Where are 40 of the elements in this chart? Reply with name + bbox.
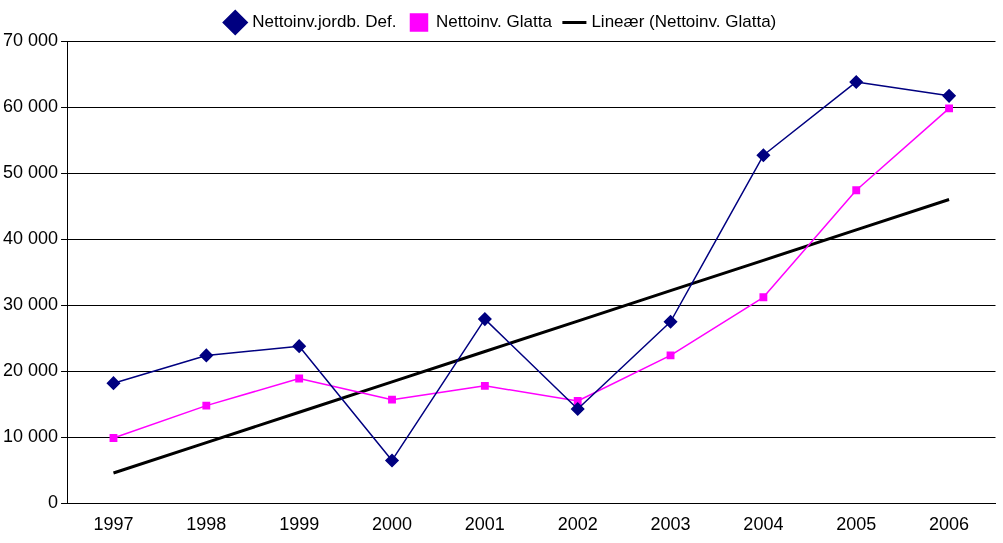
- point: [849, 75, 863, 89]
- legend-label: Nettoinv.jordb. Def.: [252, 12, 397, 32]
- y-tick-label: 30 000: [2, 294, 59, 315]
- x-tick-label: 2005: [836, 514, 877, 535]
- y-tick-label: 20 000: [2, 360, 59, 381]
- point: [945, 104, 954, 113]
- point: [573, 397, 582, 405]
- y-tick-label: 40 000: [2, 228, 59, 249]
- point: [292, 339, 306, 353]
- point: [295, 374, 304, 383]
- point: [109, 434, 118, 442]
- x-tick-label: 2001: [464, 514, 505, 535]
- x-tick-label: 2003: [650, 514, 691, 535]
- y-tick-label: 60 000: [2, 96, 59, 117]
- x-tick-label: 2000: [371, 514, 413, 535]
- x-tick-label: 1999: [279, 514, 320, 535]
- legend-label: Nettoinv. Glatta: [435, 12, 553, 32]
- y-tick-label: 70 000: [2, 29, 59, 50]
- point: [199, 348, 214, 363]
- point: [942, 89, 956, 103]
- legend-label: Lineær (Nettoinv. Glatta): [591, 12, 777, 32]
- y-tick-label: 50 000: [2, 162, 59, 183]
- x-tick-label: 2004: [743, 514, 784, 535]
- point: [388, 395, 396, 404]
- point: [759, 293, 768, 302]
- point: [852, 186, 861, 195]
- x-tick-label: 1997: [93, 514, 134, 535]
- point: [480, 381, 489, 390]
- x-tick-label: 1998: [186, 514, 227, 535]
- point: [570, 402, 585, 416]
- point: [202, 401, 211, 410]
- x-tick-label: 2002: [557, 514, 598, 535]
- point: [756, 148, 771, 163]
- y-tick-label: 10 000: [2, 426, 59, 447]
- point: [106, 376, 121, 390]
- point: [478, 312, 492, 326]
- x-tick-label: 2006: [929, 514, 970, 535]
- point: [385, 453, 399, 468]
- point: [663, 314, 678, 329]
- y-tick-label: 0: [48, 492, 59, 513]
